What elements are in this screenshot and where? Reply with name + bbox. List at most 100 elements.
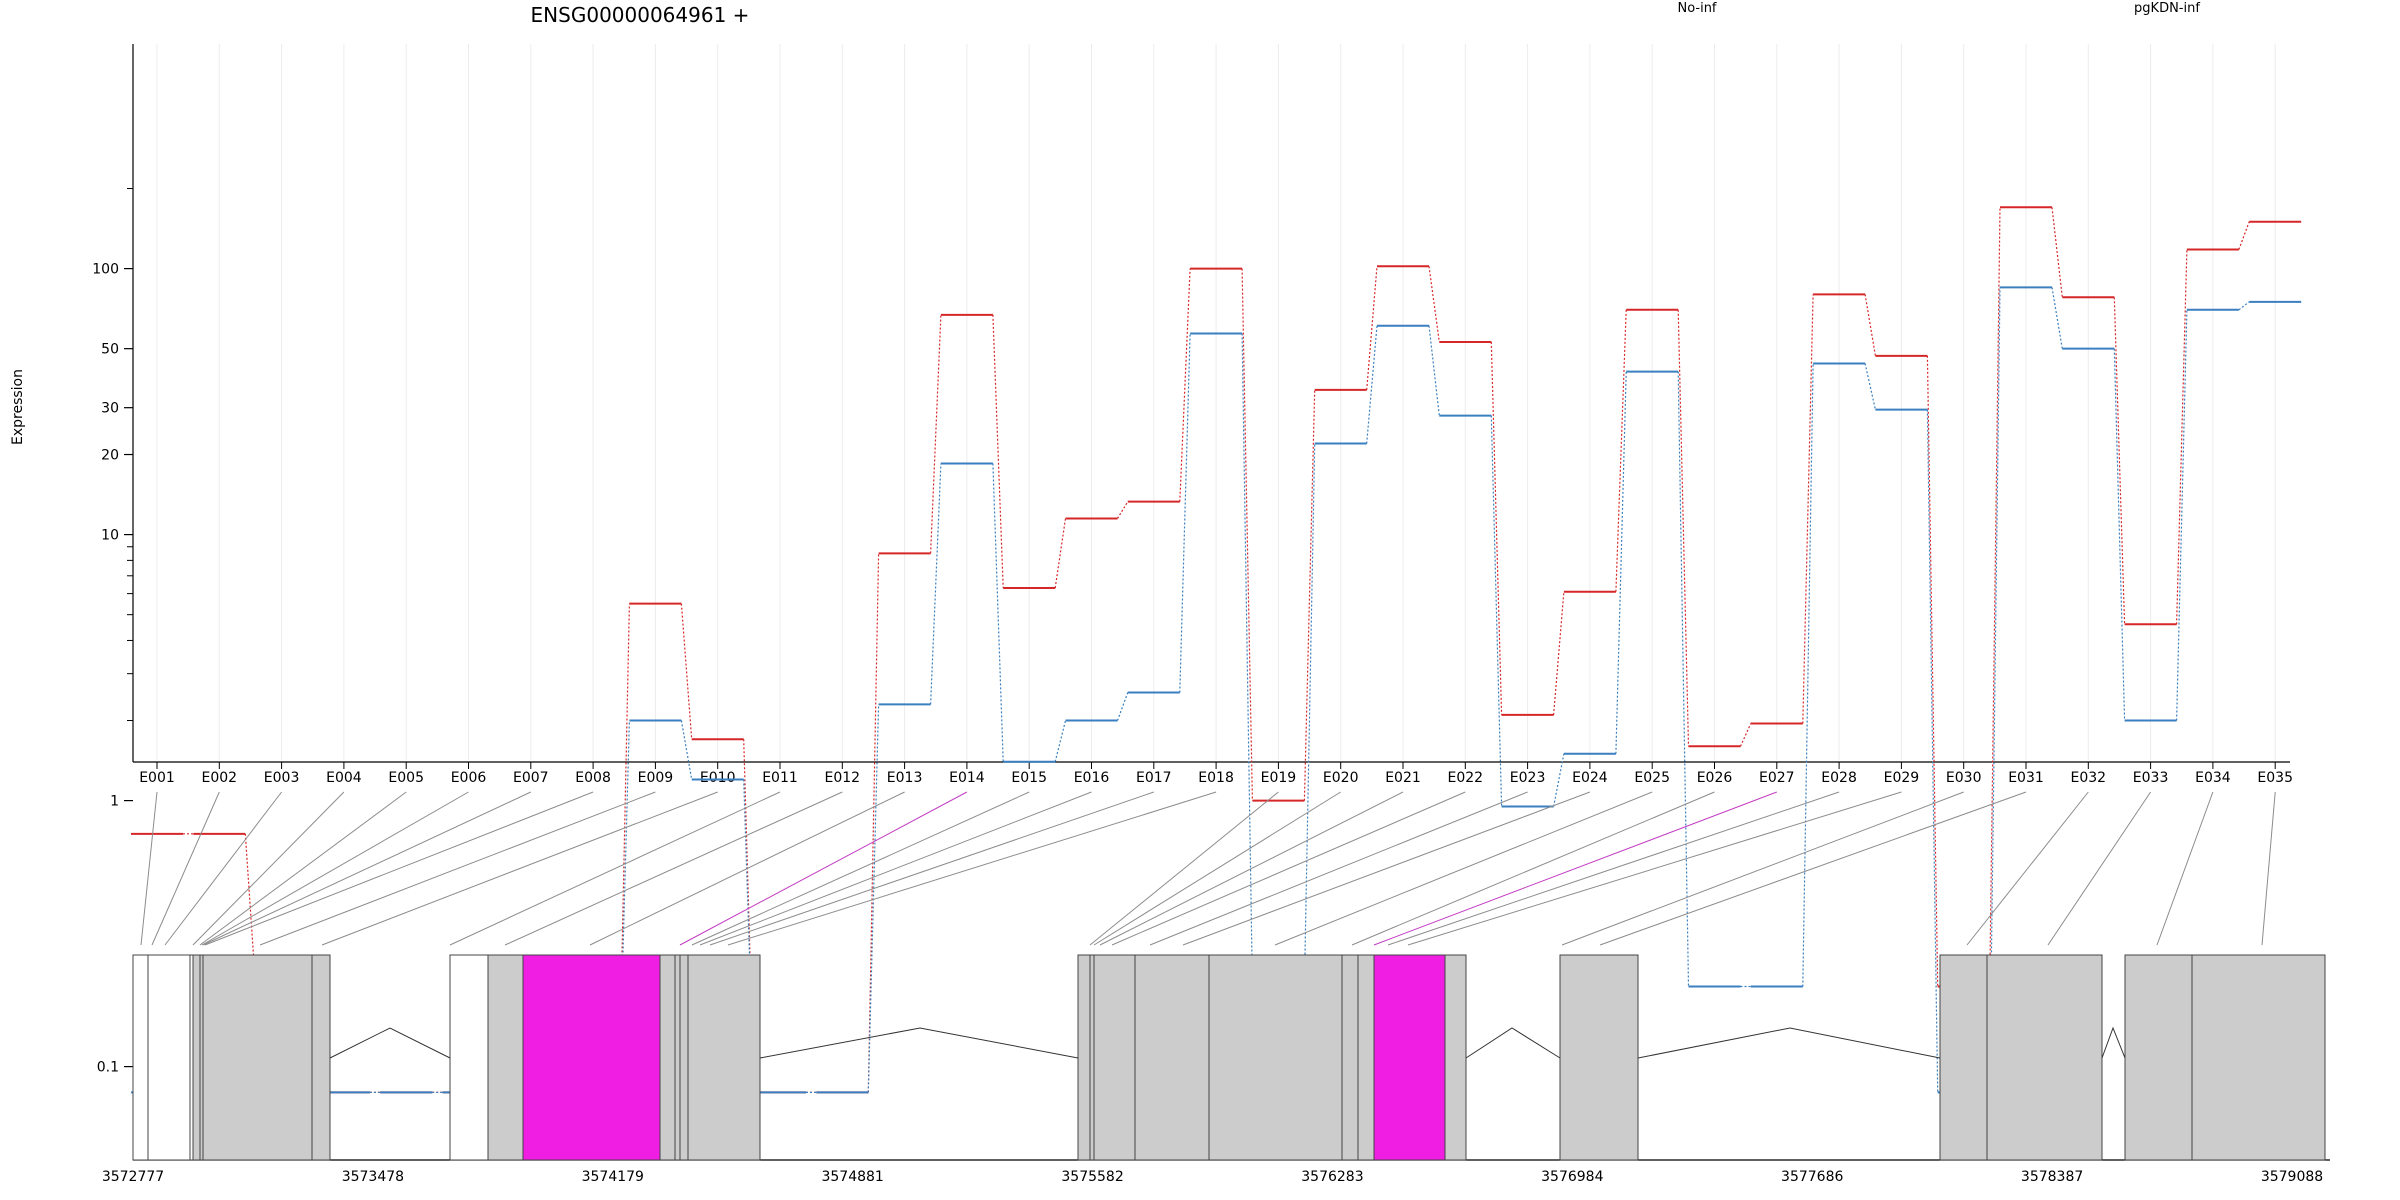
x-tick-label-e017: E017 bbox=[1136, 770, 1172, 786]
segment-no-inf-14 bbox=[992, 314, 1004, 588]
segment-no-inf-13 bbox=[930, 314, 942, 554]
segment-pgkdn-inf-12 bbox=[867, 704, 880, 1093]
connector-e008 bbox=[204, 791, 594, 946]
y-tick-label-20: 20 bbox=[101, 448, 119, 464]
vertical-gridlines bbox=[156, 44, 2276, 760]
coordinate-label-3578387: 3578387 bbox=[2021, 1169, 2083, 1185]
segment-no-inf-31 bbox=[2051, 207, 2063, 298]
segment-pgkdn-inf-15 bbox=[1054, 720, 1067, 762]
x-tick-label-e020: E020 bbox=[1323, 770, 1359, 786]
connector-e011 bbox=[449, 791, 781, 946]
segment-no-inf-21 bbox=[1428, 266, 1440, 343]
segment-pgkdn-inf-20 bbox=[1366, 325, 1378, 444]
connector-e013 bbox=[589, 791, 905, 946]
x-tick-label-e027: E027 bbox=[1759, 770, 1795, 786]
gene-model bbox=[132, 954, 2330, 1161]
connector-e010 bbox=[321, 791, 718, 946]
segment-pgkdn-inf-23 bbox=[1553, 753, 1565, 807]
legend-entry-pgkdn-inf: pgKDN-inf bbox=[2134, 1, 2200, 16]
segment-no-inf-34 bbox=[2238, 221, 2250, 250]
exon-block-28 bbox=[2191, 954, 2326, 1161]
exon-block-14 bbox=[687, 954, 761, 1161]
x-tick-label-e032: E032 bbox=[2071, 770, 2107, 786]
segment-no-inf-15 bbox=[1054, 518, 1067, 589]
exon-block-15 bbox=[1077, 954, 1091, 1161]
exon-block-1 bbox=[132, 954, 149, 1161]
x-tick-label-e021: E021 bbox=[1385, 770, 1421, 786]
coordinate-label-3576283: 3576283 bbox=[1301, 1169, 1363, 1185]
segment-no-inf-9 bbox=[680, 603, 693, 740]
x-tick-label-e008: E008 bbox=[575, 770, 611, 786]
segment-no-inf-12 bbox=[867, 553, 880, 1093]
y-axis-label: Expression bbox=[10, 369, 26, 445]
intron-line-3 bbox=[1465, 1027, 1561, 1059]
x-tick-label-e015: E015 bbox=[1011, 770, 1047, 786]
segment-pgkdn-inf-32 bbox=[2113, 348, 2126, 721]
connector-e034 bbox=[2156, 791, 2214, 946]
x-tick-label-e024: E024 bbox=[1572, 770, 1608, 786]
exon-connector-lines bbox=[140, 791, 2276, 946]
segment-no-inf-18 bbox=[1241, 268, 1253, 801]
segment-pgkdn-inf-14 bbox=[992, 463, 1004, 762]
connector-e012 bbox=[504, 791, 843, 946]
x-tick-label-e002: E002 bbox=[202, 770, 238, 786]
coordinate-label-3576984: 3576984 bbox=[1541, 1169, 1603, 1185]
segment-pgkdn-inf-21 bbox=[1428, 325, 1440, 416]
exon-block-17 bbox=[1093, 954, 1136, 1161]
connector-e002 bbox=[151, 791, 220, 946]
connector-e009 bbox=[259, 791, 656, 946]
x-tick-label-e035: E035 bbox=[2257, 770, 2293, 786]
x-tick-label-e013: E013 bbox=[887, 770, 923, 786]
segment-pgkdn-inf-19 bbox=[1303, 443, 1316, 987]
exon-block-10 bbox=[522, 954, 661, 1161]
connector-e027 bbox=[1373, 791, 1777, 946]
x-tick-label-e018: E018 bbox=[1198, 770, 1234, 786]
connector-e014 bbox=[679, 791, 968, 946]
segment-pgkdn-inf-33 bbox=[2176, 309, 2188, 721]
connector-e024 bbox=[1182, 791, 1591, 946]
x-tick-label-e005: E005 bbox=[388, 770, 424, 786]
exon-block-27 bbox=[2124, 954, 2193, 1161]
connector-e023 bbox=[1149, 791, 1528, 946]
exon-block-7 bbox=[311, 954, 331, 1161]
segment-pgkdn-inf-22 bbox=[1490, 415, 1503, 807]
x-tick-label-e033: E033 bbox=[2133, 770, 2169, 786]
exon-block-21 bbox=[1357, 954, 1375, 1161]
connector-e026 bbox=[1351, 791, 1715, 946]
connector-e020 bbox=[1093, 791, 1341, 946]
connector-e004 bbox=[192, 791, 345, 946]
segment-no-inf-30 bbox=[1989, 207, 2001, 987]
exon-block-19 bbox=[1208, 954, 1343, 1161]
connector-e025 bbox=[1274, 791, 1653, 946]
coordinate-label-3579088: 3579088 bbox=[2261, 1169, 2323, 1185]
exon-block-22 bbox=[1373, 954, 1446, 1161]
x-axis-ticks: E001 E002 E003 E004 E005 E006 E007 E008 E009 E010… bbox=[139, 762, 2293, 786]
coordinate-label-3575582: 3575582 bbox=[1061, 1169, 1123, 1185]
x-tick-label-e001: E001 bbox=[139, 770, 175, 786]
exon-block-25 bbox=[1939, 954, 1988, 1161]
connector-e028 bbox=[1387, 791, 1840, 946]
segment-pgkdn-inf-9 bbox=[680, 720, 693, 780]
intron-line-2 bbox=[759, 1027, 1079, 1059]
intron-line-1 bbox=[329, 1027, 451, 1059]
x-tick-label-e022: E022 bbox=[1448, 770, 1484, 786]
connector-e001 bbox=[140, 791, 158, 946]
connector-e030 bbox=[1561, 791, 1964, 946]
connector-e021 bbox=[1099, 791, 1404, 946]
segment-no-inf-29 bbox=[1926, 355, 1939, 987]
exon-block-12 bbox=[674, 954, 681, 1161]
x-tick-label-e012: E012 bbox=[825, 770, 861, 786]
exon-block-2 bbox=[147, 954, 191, 1161]
segment-no-inf-10 bbox=[743, 739, 755, 1093]
x-tick-label-e023: E023 bbox=[1510, 770, 1546, 786]
intron-line-5 bbox=[2101, 1026, 2126, 1059]
genomic-coordinate-ticks: 3572777 3573478 3574179 3574881 3575582 35762… bbox=[102, 1169, 2323, 1185]
series-no-inf bbox=[131, 206, 2302, 1094]
segment-pgkdn-inf-25 bbox=[1677, 371, 1690, 987]
segment-no-inf-27 bbox=[1802, 294, 1814, 724]
segment-pgkdn-inf-28 bbox=[1864, 363, 1876, 410]
exon-block-23 bbox=[1444, 954, 1467, 1161]
connector-e003 bbox=[164, 791, 282, 946]
segment-no-inf-2 bbox=[244, 833, 257, 987]
connector-e035 bbox=[2261, 791, 2276, 946]
